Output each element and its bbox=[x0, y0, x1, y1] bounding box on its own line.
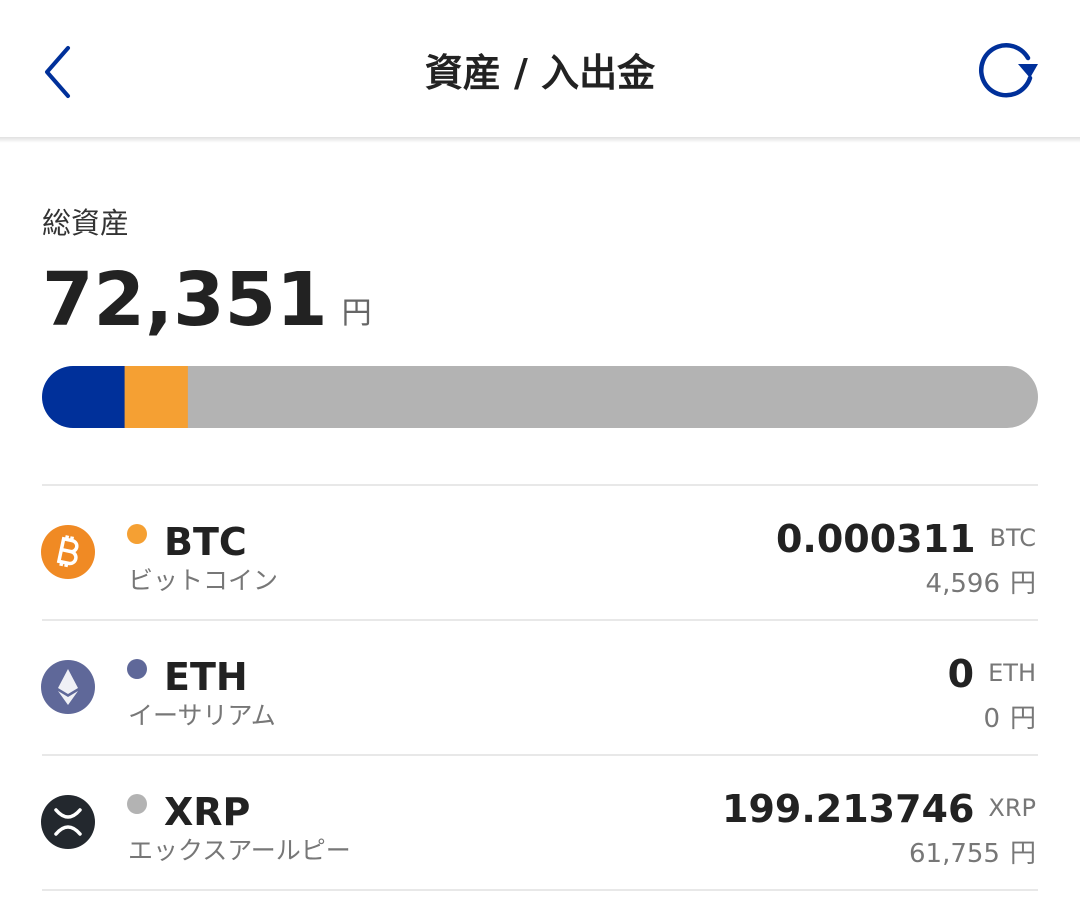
asset-name: ビットコイン bbox=[128, 566, 278, 595]
asset-symbol: BTC bbox=[164, 520, 247, 564]
header-title: 資産 / 入出金 bbox=[425, 51, 656, 95]
asset-jpy: 61,755 bbox=[909, 839, 1000, 869]
asset-jpy: 0 bbox=[983, 704, 1000, 734]
xrp-icon bbox=[41, 795, 95, 849]
allocation-bar bbox=[42, 366, 1038, 428]
asset-amount: 0 bbox=[948, 652, 974, 696]
allocation-segment bbox=[42, 366, 126, 428]
allocation-segment bbox=[124, 366, 189, 428]
asset-jpy-unit: 円 bbox=[1010, 704, 1036, 734]
refresh-button[interactable] bbox=[978, 43, 1038, 98]
asset-dot bbox=[127, 794, 147, 814]
asset-list: BTCビットコインBTC0.000311円4,596ETHイーサリアムETH0円… bbox=[41, 484, 1038, 891]
header-shadow bbox=[0, 137, 1080, 143]
asset-amount: 199.213746 bbox=[722, 787, 974, 831]
asset-name: イーサリアム bbox=[128, 701, 276, 730]
asset-symbol: ETH bbox=[164, 655, 248, 699]
btc-glyph bbox=[56, 535, 79, 568]
back-button[interactable] bbox=[45, 46, 70, 98]
asset-jpy-unit: 円 bbox=[1010, 569, 1036, 599]
asset-amount: 0.000311 bbox=[776, 517, 976, 561]
asset-name: エックスアールピー bbox=[128, 836, 351, 865]
asset-dot bbox=[127, 659, 147, 679]
total-unit: 円 bbox=[342, 296, 372, 331]
asset-symbol: XRP bbox=[164, 790, 250, 834]
xrp-glyph bbox=[54, 808, 82, 836]
asset-unit: BTC bbox=[990, 524, 1036, 552]
asset-unit: XRP bbox=[988, 794, 1036, 822]
asset-unit: ETH bbox=[988, 659, 1036, 687]
header-bar bbox=[0, 0, 1080, 137]
total-amount: 72,351 bbox=[42, 257, 328, 343]
asset-jpy: 4,596 bbox=[926, 569, 1000, 599]
asset-dot bbox=[127, 524, 147, 544]
asset-jpy-unit: 円 bbox=[1010, 839, 1036, 869]
allocation-segment bbox=[187, 366, 1038, 428]
eth-glyph bbox=[58, 669, 78, 705]
total-label: 総資産 bbox=[42, 206, 129, 240]
